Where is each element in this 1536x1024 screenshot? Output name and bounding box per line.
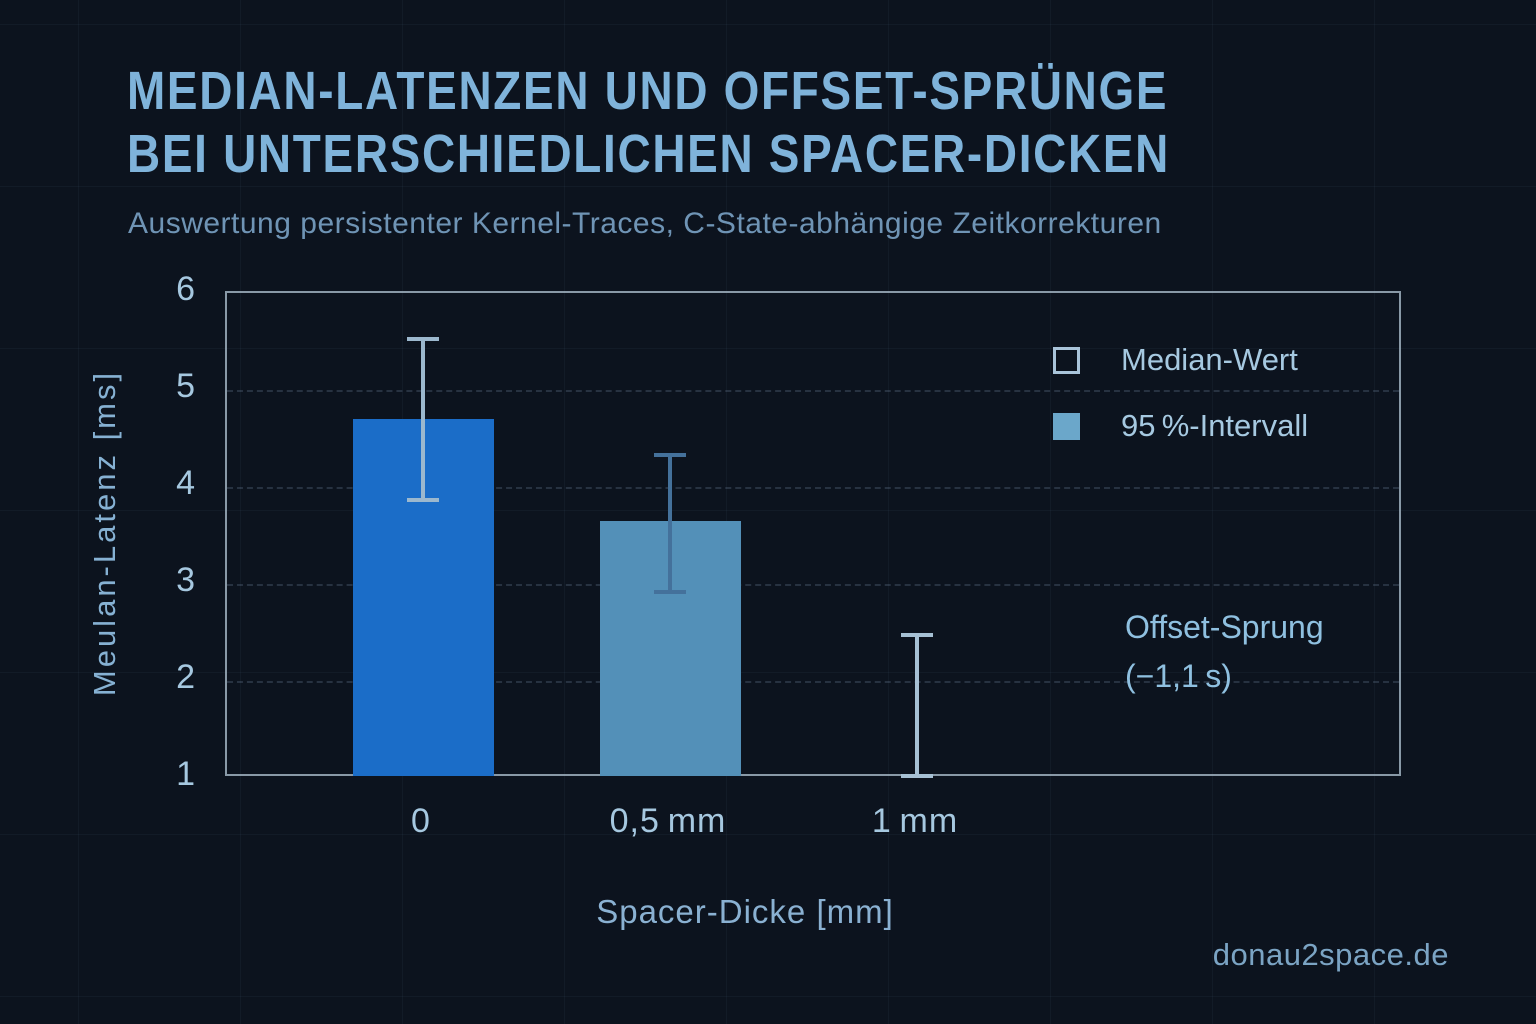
offset-annotation-line-1: Offset-Sprung [1125,609,1324,645]
y-tick-label: 1 [176,755,195,793]
error-bar-cap [901,632,933,637]
error-bar-cap [901,774,933,778]
y-tick-label: 3 [176,561,195,599]
legend-swatch-interval-icon [1053,412,1080,440]
error-bar-cap [654,589,686,594]
error-bar [668,453,672,592]
y-tick-label: 2 [176,658,195,696]
x-tick-label: 1 mm [871,802,959,840]
error-bar-cap [654,453,686,458]
plot-area [225,291,1401,778]
title-line-1: MEDIAN-LATENZEN UND OFFSET-SPRÜNGE [127,61,1169,121]
error-bar [915,632,919,776]
gridline [227,390,1399,392]
x-axis-label: Spacer-Dicke [mm] [596,893,894,930]
y-tick-label: 5 [176,367,195,405]
page-title: MEDIAN-LATENZEN UND OFFSET-SPRÜNGE BEI U… [127,60,1170,186]
title-line-2: BEI UNTERSCHIEDLICHEN SPACER-DICKEN [127,124,1171,184]
footer-url: donau2space.de [1212,937,1449,972]
y-tick-label: 4 [176,464,195,502]
gridline [227,487,1399,489]
offset-annotation-line-2: (−1,1 s) [1125,658,1232,694]
legend-label-interval: 95 %-Intervall [1121,408,1309,443]
legend-item-median: Median-Wert [1053,342,1308,378]
y-axis-label: Meulan-Latenz [ms] [87,369,122,697]
x-tick-label: 0 [411,802,431,840]
legend-swatch-median-icon [1053,346,1080,374]
gridline [227,584,1399,586]
subtitle: Auswertung persistenter Kernel-Traces, C… [128,207,1162,240]
offset-annotation: Offset-Sprung (−1,1 s) [1125,603,1324,701]
legend-item-interval: 95 %-Intervall [1053,408,1308,444]
error-bar-cap [407,497,439,502]
gridline [227,681,1399,683]
x-tick-label: 0,5 mm [609,802,727,840]
error-bar [421,336,425,500]
legend: Median-Wert 95 %-Intervall [1053,342,1308,474]
error-bar-cap [407,336,439,341]
legend-label-median: Median-Wert [1121,342,1298,377]
y-tick-label: 6 [176,270,195,308]
